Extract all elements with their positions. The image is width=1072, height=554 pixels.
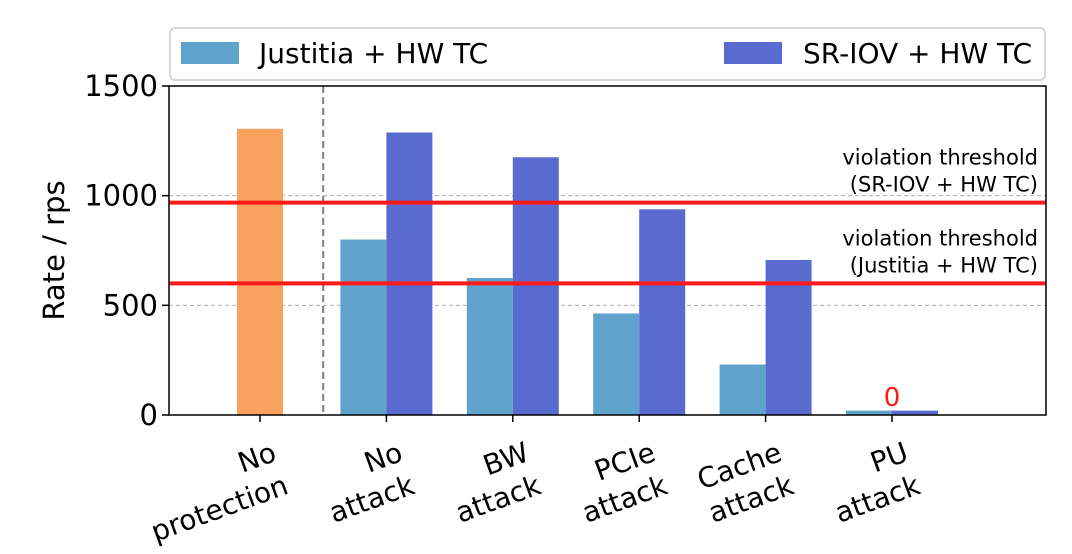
bar-sriov [765, 259, 812, 415]
legend-swatch [181, 42, 239, 64]
bar-justitia [846, 410, 892, 415]
threshold-label: violation threshold [842, 226, 1038, 250]
legend-box [169, 27, 1046, 81]
y-tick-label: 500 [103, 288, 158, 322]
x-tick-label-line: protection [147, 468, 293, 548]
threshold-label: (Justitia + HW TC) [850, 253, 1038, 277]
y-axis-label: Rate / rps [37, 180, 71, 320]
bar-justitia [593, 313, 640, 415]
legend-label: Justitia + HW TC [257, 37, 488, 70]
bar-no-protection [237, 128, 283, 415]
legend-label: SR-IOV + HW TC [803, 37, 1032, 70]
bar-justitia [466, 277, 513, 415]
legend-swatch [724, 42, 782, 64]
bar-sriov [386, 132, 433, 416]
zero-annotation: 0 [884, 383, 901, 413]
threshold-label: (SR-IOV + HW TC) [850, 173, 1038, 197]
plot-frame [168, 85, 1047, 416]
bar-justitia [719, 364, 766, 415]
bar-sriov [639, 209, 686, 415]
bar-justitia [340, 239, 387, 415]
bar-sriov [512, 157, 559, 416]
y-tick-label: 0 [140, 398, 158, 432]
bar-sriov [892, 410, 938, 415]
threshold-label: violation threshold [842, 146, 1038, 170]
y-tick-label: 1500 [84, 69, 158, 103]
y-tick-label: 1000 [84, 179, 158, 213]
